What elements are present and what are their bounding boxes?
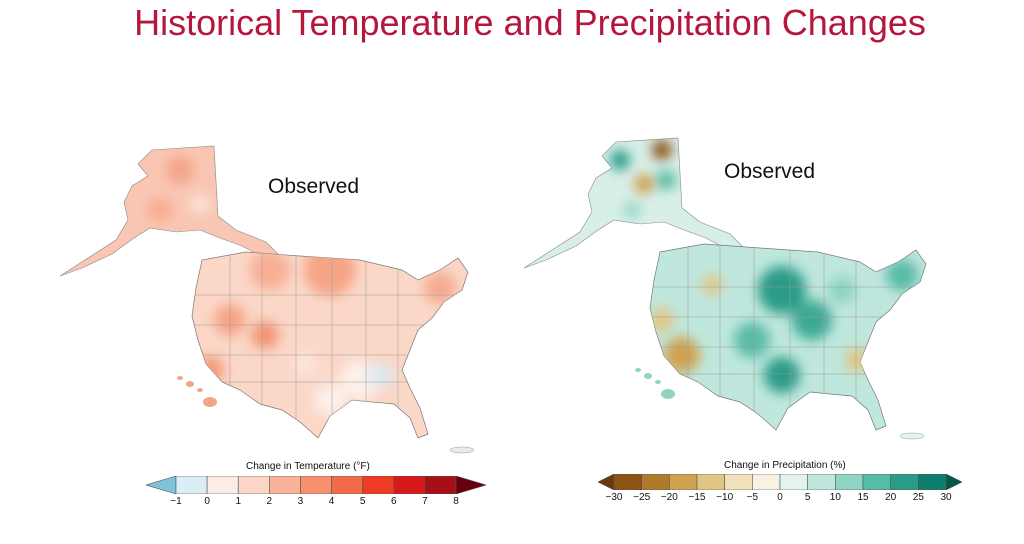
colorbar-low-arrow — [598, 474, 615, 490]
tick-label: 8 — [453, 496, 459, 507]
legend-title: Change in Temperature (°F) — [246, 461, 370, 472]
precipitation-map-panel: Observed — [512, 120, 1012, 460]
tick-label: 30 — [940, 492, 952, 503]
colorbar-segment — [237, 476, 270, 494]
tick-label: 7 — [422, 496, 428, 507]
colorbar-low-arrow — [146, 476, 177, 494]
colorbar-high-arrow — [455, 476, 486, 494]
puerto-rico-shape — [449, 446, 475, 454]
conus-shape — [191, 251, 469, 439]
colorbar-segment — [696, 474, 725, 490]
colorbar-segment — [862, 474, 891, 490]
colorbar-segment — [175, 476, 208, 494]
colorbar-segment — [724, 474, 753, 490]
tick-label: 25 — [912, 492, 924, 503]
tick-label: 0 — [204, 496, 210, 507]
colorbar-segment — [393, 476, 426, 494]
tick-label: 10 — [829, 492, 841, 503]
colorbar-segment — [269, 476, 301, 494]
tick-label: 15 — [857, 492, 869, 503]
colorbar-segment — [641, 474, 670, 490]
hawaii-shape — [177, 376, 217, 407]
tick-label: 20 — [885, 492, 897, 503]
precipitation-colorbar — [598, 474, 962, 490]
colorbar-high-arrow — [945, 474, 962, 490]
temperature-colorbar — [146, 476, 486, 494]
tick-label: −15 — [688, 492, 706, 503]
temperature-map — [59, 145, 475, 454]
colorbar-segment — [835, 474, 864, 490]
temperature-map-panel: Observed — [0, 120, 500, 460]
temperature-legend: Change in Temperature (°F) −1 0 1 2 3 4 5 6 7 8 — [146, 456, 486, 516]
colorbar-segment — [752, 474, 781, 490]
tick-label: 0 — [777, 492, 783, 503]
observed-label: Observed — [724, 160, 816, 183]
temperature-tick-labels: −1 0 1 2 3 4 5 6 7 8 — [146, 496, 486, 510]
colorbar-segment — [362, 476, 395, 494]
colorbar-segment — [918, 474, 947, 490]
precipitation-legend: Change in Precipitation (%) −30 −25 −20 −15… — [598, 456, 962, 516]
tick-label: −5 — [746, 492, 759, 503]
legend-title: Change in Precipitation (%) — [724, 460, 846, 471]
tick-label: −30 — [605, 492, 623, 503]
tick-label: 2 — [266, 496, 273, 507]
colorbar-segment — [613, 474, 642, 490]
colorbar-segment — [424, 476, 457, 494]
tick-label: −1 — [170, 496, 182, 507]
colorbar-segment — [300, 476, 332, 494]
tick-label: 3 — [297, 496, 304, 507]
tick-label: 5 — [359, 496, 366, 507]
tick-label: 4 — [328, 496, 335, 507]
tick-label: 6 — [390, 496, 397, 507]
colorbar-segment — [669, 474, 698, 490]
tick-label: −25 — [633, 492, 651, 503]
colorbar-segment — [779, 474, 808, 490]
precipitation-tick-labels: −30 −25 −20 −15 −10 −5 0 5 10 15 20 25 30 — [598, 492, 962, 506]
colorbar-segment — [206, 476, 239, 494]
colorbar-segment — [331, 476, 363, 494]
tick-label: 1 — [235, 496, 241, 507]
observed-label: Observed — [268, 175, 360, 198]
precipitation-map — [523, 137, 927, 440]
colorbar-segment — [890, 474, 919, 490]
tick-label: −20 — [660, 492, 678, 503]
tick-label: 5 — [804, 492, 811, 503]
colorbar-segment — [807, 474, 836, 490]
puerto-rico-shape — [899, 432, 925, 440]
hawaii-shape — [635, 368, 675, 399]
page-title: Historical Temperature and Precipitation… — [134, 2, 926, 43]
tick-label: −10 — [716, 492, 734, 503]
